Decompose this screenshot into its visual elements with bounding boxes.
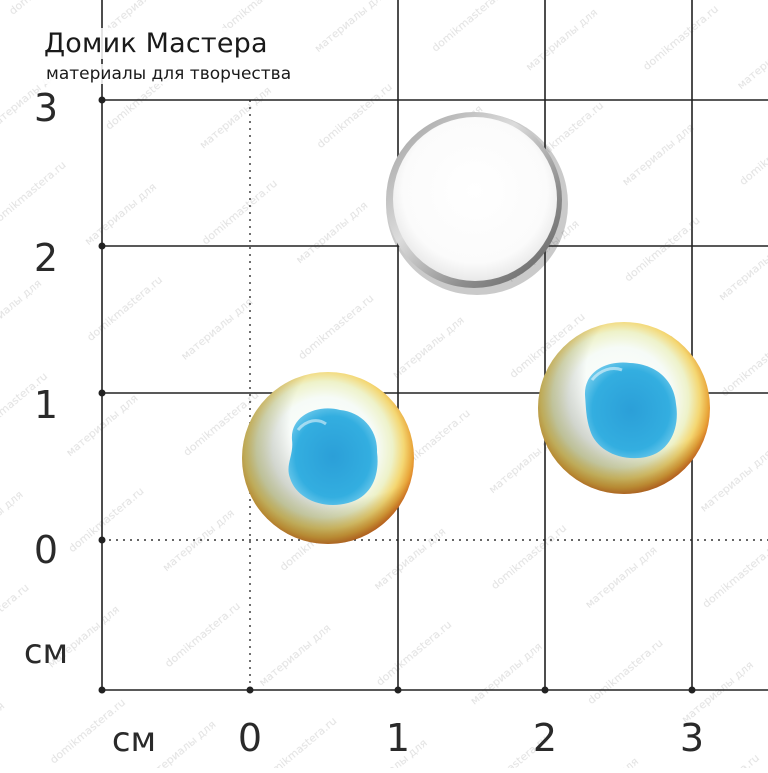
brand-subtitle: материалы для творчества (42, 64, 296, 84)
x-tick-2: 2 (532, 716, 558, 760)
tick-dots (98, 96, 696, 694)
y-tick-1: 1 (33, 383, 59, 427)
brand-title: Домик Мастера (40, 28, 272, 59)
x-unit-label: см (111, 720, 157, 760)
cabochon-eye-left (242, 372, 414, 544)
x-tick-3: 3 (679, 716, 705, 760)
cabochon-back (386, 112, 568, 295)
y-tick-3: 3 (33, 86, 59, 130)
minor-grid-lines (102, 100, 768, 690)
x-tick-1: 1 (385, 716, 411, 760)
y-tick-0: 0 (33, 528, 59, 572)
cabochon-eye-right (538, 322, 710, 494)
x-tick-0: 0 (237, 716, 263, 760)
y-unit-label: см (23, 632, 69, 672)
y-tick-2: 2 (33, 236, 59, 280)
